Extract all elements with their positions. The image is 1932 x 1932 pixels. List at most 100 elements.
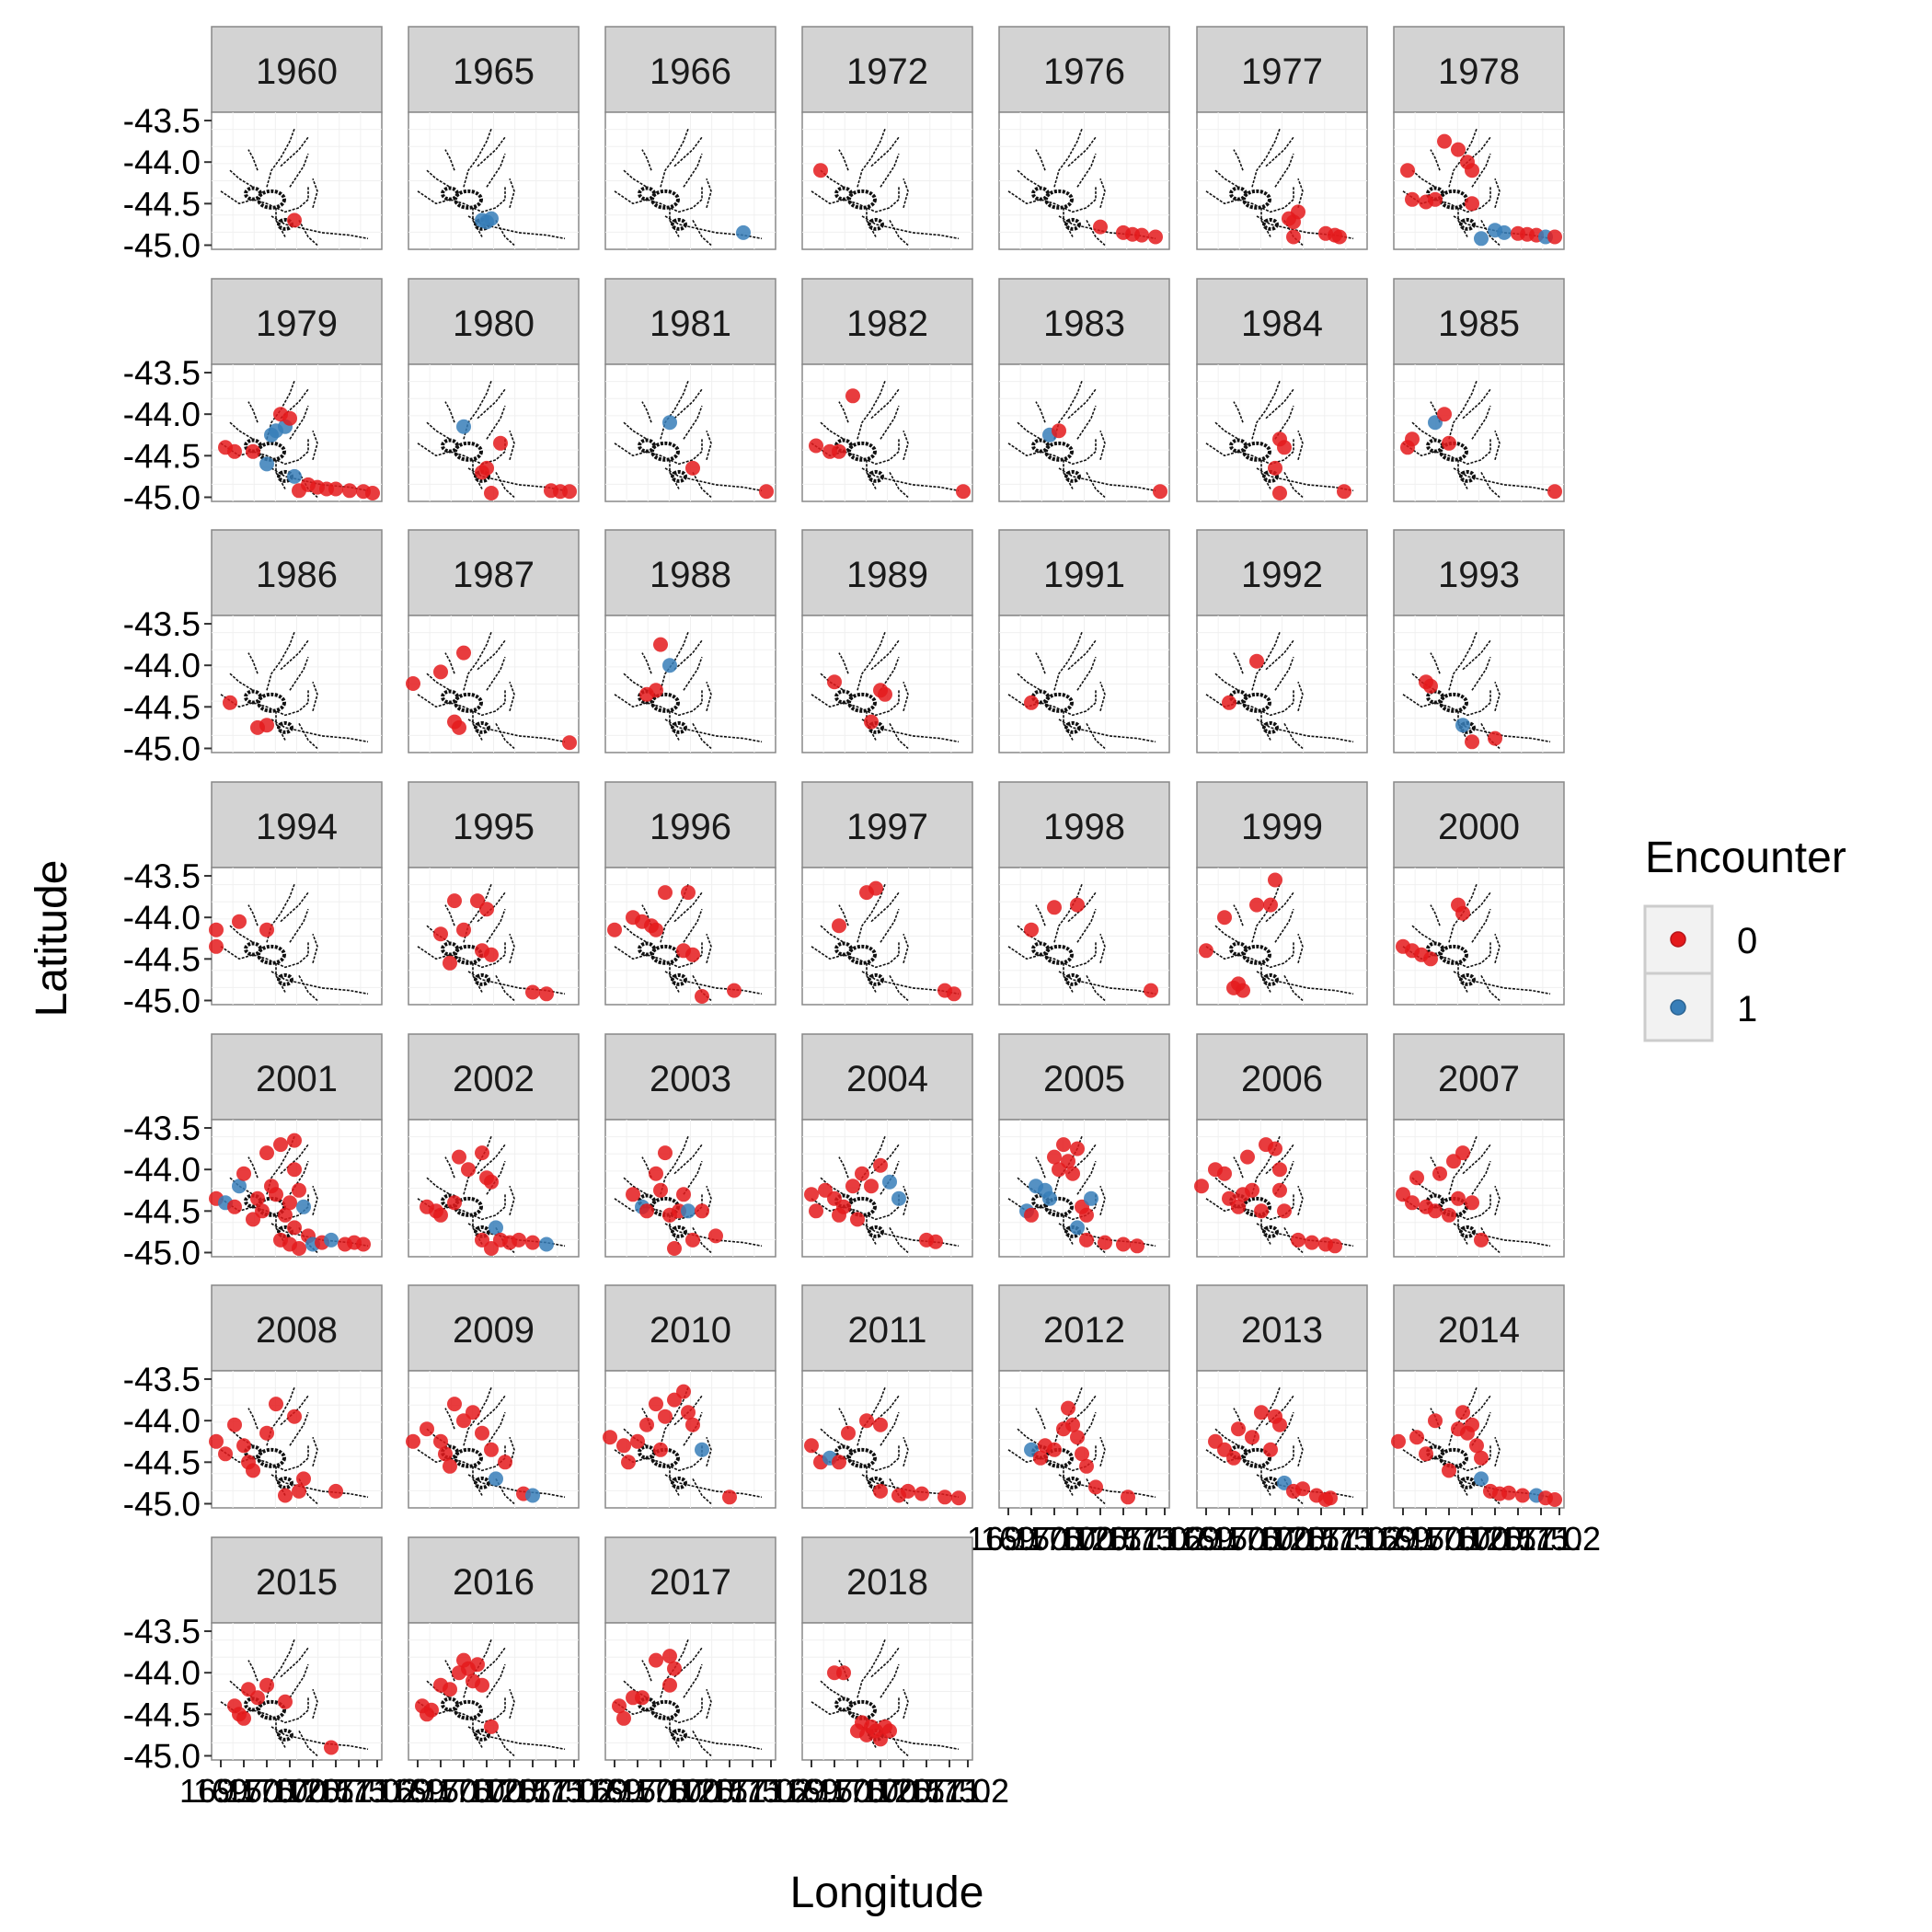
y-tick-label: -45.0 <box>123 730 201 767</box>
data-point <box>1305 1235 1319 1250</box>
x-tick-label: 170.5 <box>1059 1520 1142 1558</box>
data-point <box>635 1690 650 1706</box>
y-tick-label: -43.5 <box>123 354 201 392</box>
data-point <box>236 1710 251 1726</box>
data-point <box>278 1207 293 1223</box>
coastline-map <box>220 631 369 750</box>
data-point <box>1488 730 1502 746</box>
data-point <box>498 1455 512 1470</box>
x-tick-label: 171.0 <box>1500 1520 1582 1558</box>
x-tick-label: 171.0 <box>1303 1520 1386 1558</box>
x-tick-label: 170.5 <box>468 1772 551 1810</box>
facet-panel-1984: 1984 <box>1196 278 1368 502</box>
y-tick-label: -44.5 <box>123 437 201 475</box>
data-point <box>259 922 274 937</box>
data-point <box>1405 1195 1420 1211</box>
coastline-map <box>614 128 763 247</box>
data-point <box>1144 983 1158 998</box>
facet-panel-2017: 2017 169.5169.75170.0170.25170.5170.75171… <box>573 1536 812 1810</box>
data-point <box>1455 905 1470 921</box>
data-point <box>250 1190 265 1206</box>
data-point <box>1121 1489 1135 1505</box>
facet-strip <box>801 529 973 616</box>
data-point <box>947 986 961 1002</box>
coastline-map <box>614 631 763 750</box>
data-point <box>209 938 224 954</box>
data-point <box>1428 1203 1443 1219</box>
facet-panel-1982: 1982 <box>801 278 973 502</box>
x-tick-label: 171.2 <box>533 1772 615 1810</box>
x-tick-label: 170.0 <box>1211 1520 1294 1558</box>
data-point <box>466 1405 480 1420</box>
data-point <box>1272 1162 1287 1178</box>
data-point <box>282 410 297 426</box>
facet-strip <box>408 781 580 868</box>
panel-grid <box>605 1623 776 1760</box>
data-point <box>855 1166 869 1181</box>
facet-panel-2014: 2014 169.5169.75170.0170.25170.5170.75171… <box>1362 1284 1601 1558</box>
data-point <box>1469 1438 1484 1454</box>
x-tick-label: 169.5 <box>179 1772 262 1810</box>
data-point <box>832 443 846 459</box>
facet-panel-2001: 2001 -43.5 -44.0-44.5 -45.0 <box>123 1033 383 1271</box>
data-point <box>951 1490 966 1506</box>
data-point <box>273 1137 288 1153</box>
x-tick-label: 171.2 <box>926 1772 1009 1810</box>
data-point <box>891 1190 906 1206</box>
data-point <box>685 947 700 962</box>
facet-strip <box>1393 26 1565 113</box>
data-point <box>809 1203 823 1219</box>
x-tick-label: 170.75 <box>1271 1520 1372 1558</box>
data-point <box>1079 1232 1094 1248</box>
y-tick-label: -44.5 <box>123 940 201 978</box>
x-tick-label: 169.75 <box>1375 1520 1477 1558</box>
facet-strip <box>604 26 776 113</box>
data-point <box>653 1182 668 1198</box>
facet-strip-label: 2004 <box>846 1059 928 1099</box>
data-point <box>1277 1203 1292 1219</box>
data-point <box>470 1657 485 1673</box>
data-point <box>1291 204 1305 220</box>
facet-strip <box>604 278 776 365</box>
data-point <box>443 955 457 971</box>
x-tick-label: 169.5 <box>967 1520 1050 1558</box>
y-tick-label: -44.5 <box>123 185 201 223</box>
data-point <box>433 1433 448 1449</box>
data-point <box>236 1166 251 1181</box>
data-point <box>1547 1492 1562 1507</box>
facet-strip <box>408 278 580 365</box>
coastline-map <box>1007 380 1156 499</box>
data-point <box>1337 484 1351 500</box>
data-point <box>328 481 343 497</box>
data-point <box>804 1438 819 1454</box>
data-point <box>708 1228 723 1244</box>
data-point <box>1272 1182 1287 1198</box>
data-point <box>813 163 828 178</box>
x-tick-label: 170.75 <box>1467 1520 1569 1558</box>
data-point <box>539 1236 554 1252</box>
x-tick-label: 170.5 <box>665 1772 748 1810</box>
data-point <box>616 1438 631 1454</box>
panel-grid <box>408 868 579 1005</box>
facet-panel-2008: 2008 -43.5 -44.0-44.5 -45.0 <box>123 1284 383 1523</box>
data-point <box>850 1212 865 1227</box>
facet-strip-label: 2005 <box>1043 1059 1125 1099</box>
facet-strip-label: 1988 <box>650 555 731 595</box>
y-tick-label: -44.0 <box>123 144 201 181</box>
data-point <box>1268 460 1282 476</box>
data-point <box>653 1442 668 1457</box>
facet-panel-1999: 1999 <box>1196 781 1368 1006</box>
data-point <box>1474 1232 1489 1248</box>
data-point <box>227 1417 242 1432</box>
panel-grid <box>212 1623 382 1760</box>
data-point <box>1231 1421 1246 1437</box>
data-point <box>603 1430 617 1445</box>
facet-strip-label: 1999 <box>1241 807 1323 847</box>
data-point <box>452 1149 466 1165</box>
data-point <box>255 1203 270 1219</box>
facet-strip <box>1196 26 1368 113</box>
panel-grid <box>802 112 972 249</box>
facet-strip <box>1196 781 1368 868</box>
x-tick-label: 169.75 <box>784 1772 885 1810</box>
data-point <box>1084 1190 1098 1206</box>
